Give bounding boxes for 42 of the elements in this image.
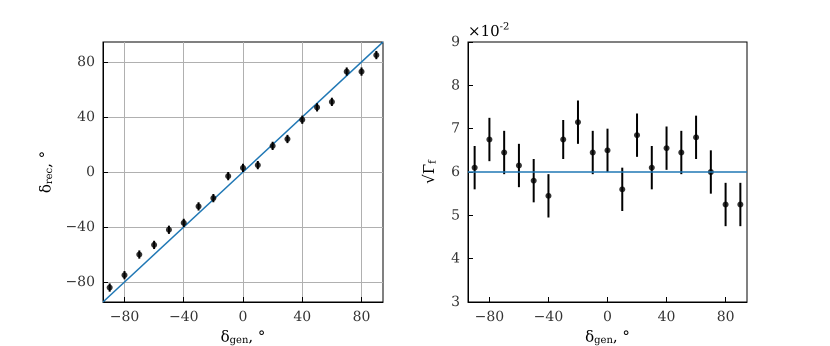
- point: [737, 202, 744, 208]
- y-tick-label: 5: [451, 207, 460, 224]
- point: [530, 178, 537, 184]
- x-tick-label: 80: [716, 309, 735, 325]
- point: [486, 136, 492, 142]
- y-tick-label: 8: [451, 77, 460, 94]
- x-tick-label: −40: [534, 309, 564, 325]
- point: [648, 164, 655, 171]
- point: [545, 192, 552, 199]
- y-tick-label: 0: [86, 164, 95, 180]
- x-tick-label: 40: [293, 309, 312, 325]
- x-tick-label: −40: [168, 309, 199, 325]
- point: [590, 150, 596, 156]
- point: [693, 134, 700, 140]
- x-tick-label: 80: [352, 309, 370, 325]
- y-tick-label: 6: [451, 164, 460, 180]
- y-tick-label: −40: [65, 219, 95, 236]
- x-tick-label: 40: [658, 309, 676, 325]
- y-tick-label: 3: [451, 294, 460, 310]
- point: [516, 162, 522, 168]
- x-tick-label: −80: [474, 309, 504, 325]
- point: [501, 150, 508, 156]
- point: [472, 164, 478, 171]
- point: [619, 186, 626, 192]
- y-tick-label: −80: [65, 274, 95, 290]
- point: [560, 136, 566, 142]
- point: [574, 119, 581, 126]
- point: [634, 132, 640, 138]
- y-tick-label: 80: [77, 54, 95, 70]
- y-tick-label: 40: [77, 108, 95, 125]
- x-tick-label: 0: [238, 309, 248, 325]
- point: [604, 147, 610, 154]
- y-tick-label: 9: [451, 34, 460, 50]
- y-tick-label: 7: [451, 120, 460, 137]
- y-axis-title: δrec, °: [36, 150, 56, 194]
- y-tick-label: 4: [451, 250, 460, 267]
- x-tick-label: 0: [603, 309, 612, 325]
- point: [664, 145, 670, 152]
- y-axis-title: √Γf: [420, 158, 438, 184]
- point: [722, 202, 729, 208]
- point: [678, 150, 684, 156]
- x-tick-label: −80: [110, 309, 140, 325]
